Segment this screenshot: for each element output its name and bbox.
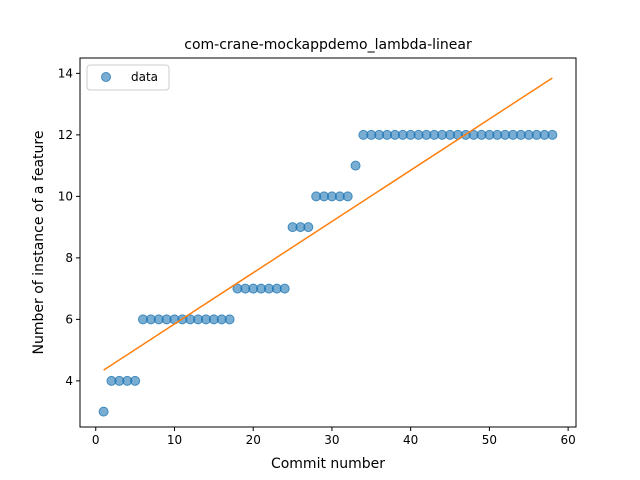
- x-axis-title: Commit number: [271, 456, 385, 472]
- legend-box: [86, 64, 170, 91]
- x-tick-label: 40: [403, 433, 418, 447]
- data-point: [224, 314, 235, 325]
- fit-line: [103, 77, 553, 371]
- plot-frame: [79, 57, 577, 428]
- x-tick-label: 60: [560, 433, 575, 447]
- x-tick-label: 0: [92, 433, 100, 447]
- data-point: [130, 375, 141, 386]
- data-point: [279, 283, 290, 294]
- y-axis-title: Number of instance of a feature: [31, 131, 47, 355]
- y-tick-label: 6: [65, 312, 73, 326]
- data-point: [98, 406, 109, 417]
- y-tick-label: 4: [65, 374, 73, 388]
- data-point: [342, 191, 353, 202]
- x-tick-label: 50: [482, 433, 497, 447]
- x-tick-label: 20: [246, 433, 261, 447]
- legend-label-data: data: [131, 70, 158, 84]
- data-point: [350, 160, 361, 171]
- data-point: [303, 222, 314, 233]
- chart-title: com-crane-mockappdemo_lambda-linear: [184, 37, 472, 53]
- x-tick-label: 10: [167, 433, 182, 447]
- legend-marker-data: [101, 72, 111, 82]
- legend: data: [86, 64, 170, 91]
- y-tick-label: 14: [58, 66, 73, 80]
- y-tick-label: 12: [58, 128, 73, 142]
- y-tick-label: 10: [58, 189, 73, 203]
- x-tick-label: 30: [324, 433, 339, 447]
- y-tick-label: 8: [65, 251, 73, 265]
- data-point: [547, 129, 558, 140]
